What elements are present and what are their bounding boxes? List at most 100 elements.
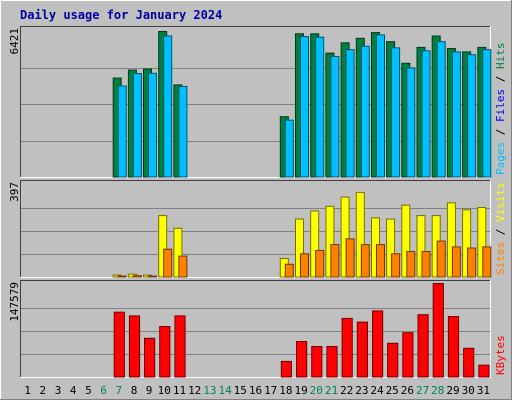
x-tick-day-label: 6 [100, 384, 107, 397]
bar-kbytes-day-27 [417, 314, 429, 378]
y-max-label: 6421 [8, 28, 21, 55]
bar-kbytes-day-11 [174, 315, 186, 378]
bar-kbytes-day-22 [341, 317, 353, 378]
bar-sites-day-30 [467, 247, 477, 278]
series-legend-label: Pages / Files / Hits [494, 43, 507, 176]
bar-visits-day-29 [446, 202, 456, 278]
bar-kbytes-day-10 [159, 326, 171, 378]
bar-files-day-21 [330, 56, 340, 178]
x-tick-day-label: 31 [477, 384, 490, 397]
x-tick-day-label: 26 [401, 384, 414, 397]
bar-visits-day-22 [340, 196, 350, 278]
x-tick-day-label: 21 [325, 384, 338, 397]
y-max-label: 397 [8, 182, 21, 202]
x-tick-day-label: 10 [158, 384, 171, 397]
x-tick-day-label: 28 [431, 384, 444, 397]
x-tick-day-label: 20 [310, 384, 323, 397]
bar-files-day-27 [421, 50, 431, 178]
bar-visits-day-19 [295, 218, 304, 278]
bar-files-day-25 [391, 47, 401, 178]
bar-kbytes-day-21 [326, 346, 338, 378]
panel-hits-files-pages: 6421 Pages / Files / Hits [8, 26, 507, 178]
x-tick-day-label: 16 [249, 384, 262, 397]
x-tick-day-label: 4 [70, 384, 77, 397]
bar-sites-day-7 [117, 275, 127, 278]
x-tick-day-label: 12 [188, 384, 201, 397]
x-tick-day-label: 7 [115, 384, 122, 397]
bar-visits-day-27 [416, 215, 426, 278]
bar-files-day-8 [132, 73, 142, 178]
bar-kbytes-day-25 [387, 342, 399, 378]
x-tick-day-label: 17 [264, 384, 277, 397]
chart-panels: 6421 Pages / Files / Hits 397 Sites / Visit… [8, 26, 507, 378]
bar-sites-day-20 [315, 249, 325, 278]
x-tick-day-label: 8 [131, 384, 138, 397]
x-tick-day-label: 1 [24, 384, 31, 397]
bar-files-day-30 [467, 54, 477, 178]
x-tick-day-label: 23 [355, 384, 368, 397]
bar-files-day-29 [451, 51, 461, 178]
bar-files-day-31 [482, 49, 492, 178]
bar-files-day-28 [436, 41, 446, 178]
bar-files-day-7 [117, 85, 127, 178]
bar-files-day-20 [315, 36, 325, 178]
bar-sites-day-23 [360, 244, 370, 278]
bar-sites-day-10 [163, 248, 173, 278]
chart-title: Daily usage for January 2024 [20, 8, 222, 22]
x-tick-day-label: 15 [234, 384, 247, 397]
bar-files-day-9 [148, 72, 157, 178]
panel-visits-sites: 397 Sites / Visits [8, 180, 507, 278]
x-tick-day-label: 9 [146, 384, 153, 397]
bar-visits-day-30 [462, 209, 472, 278]
bar-kbytes-day-18 [280, 360, 292, 378]
bar-kbytes-day-24 [372, 310, 384, 378]
bar-sites-day-11 [178, 255, 188, 278]
series-legend-label: Sites / Visits [494, 182, 507, 275]
bar-sites-day-24 [376, 244, 385, 278]
bar-files-day-24 [376, 34, 385, 178]
bar-sites-day-31 [482, 246, 492, 278]
bar-visits-day-31 [477, 207, 487, 278]
bar-kbytes-day-20 [311, 346, 323, 378]
bar-kbytes-day-31 [478, 364, 490, 378]
bar-files-day-18 [284, 119, 294, 178]
bar-files-day-23 [360, 45, 370, 178]
x-tick-day-label: 11 [173, 384, 186, 397]
bar-files-day-19 [300, 36, 309, 178]
x-tick-day-label: 29 [446, 384, 459, 397]
bar-sites-day-21 [330, 244, 340, 278]
x-tick-day-label: 25 [386, 384, 399, 397]
x-tick-day-label: 30 [462, 384, 475, 397]
bar-sites-day-28 [436, 240, 446, 278]
bar-visits-day-23 [355, 191, 365, 278]
bar-sites-day-18 [284, 263, 294, 278]
bar-files-day-26 [406, 67, 416, 178]
bar-visits-day-26 [401, 204, 411, 278]
bar-files-day-10 [163, 35, 173, 178]
bar-sites-day-29 [451, 246, 461, 278]
x-tick-day-label: 13 [203, 384, 216, 397]
x-tick-day-label: 3 [55, 384, 62, 397]
bar-sites-day-22 [345, 238, 355, 278]
bar-kbytes-day-8 [128, 315, 141, 378]
x-tick-day-label: 14 [218, 384, 232, 397]
bar-visits-day-10 [158, 215, 168, 278]
bar-kbytes-day-30 [463, 347, 475, 378]
bar-kbytes-day-23 [356, 321, 368, 378]
series-files [117, 34, 492, 178]
series-legend-label: KBytes [494, 335, 507, 375]
bar-sites-day-9 [148, 275, 157, 278]
series-visits [112, 191, 487, 278]
x-tick-day-label: 18 [279, 384, 292, 397]
series-sites [117, 238, 492, 278]
bar-sites-day-25 [391, 253, 401, 278]
bar-kbytes-day-29 [447, 316, 460, 378]
bar-kbytes-day-26 [402, 332, 414, 378]
y-max-label: 147579 [8, 282, 21, 322]
x-tick-day-label: 27 [416, 384, 429, 397]
bar-sites-day-8 [132, 275, 142, 278]
bar-visits-day-11 [173, 227, 183, 278]
bar-kbytes-day-19 [296, 341, 308, 378]
series-kbytes [113, 283, 490, 378]
